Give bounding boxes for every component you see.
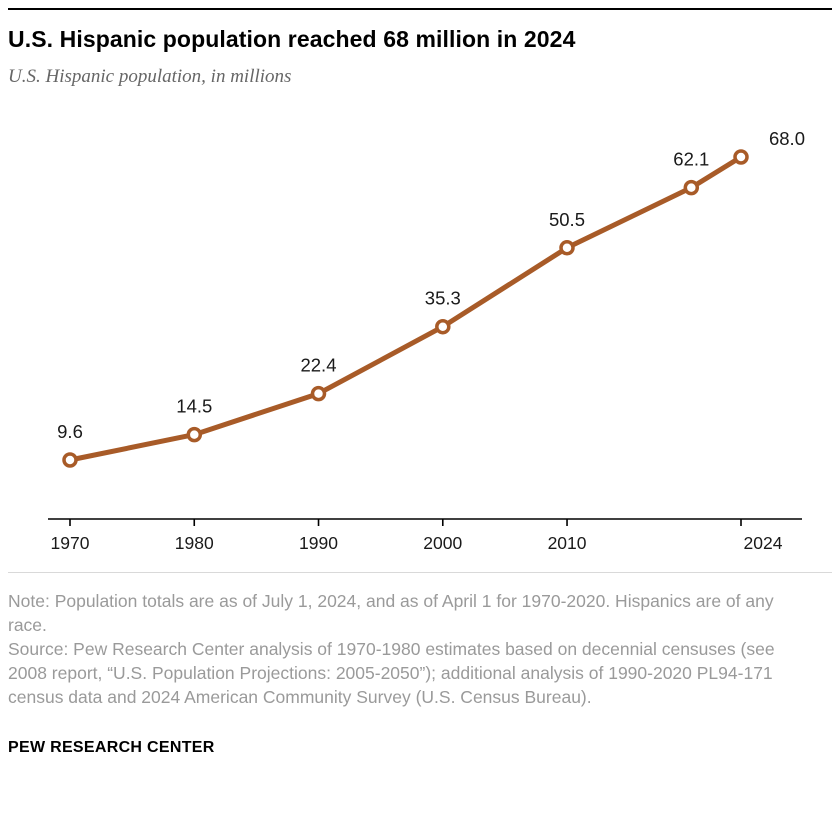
data-point-2010 [559, 239, 575, 256]
x-axis-tick-label: 2000 [423, 533, 462, 553]
data-point-1990 [310, 385, 327, 401]
source-text: Source: Pew Research Center analysis of … [8, 638, 775, 707]
population-trend-chart: 1970 1980 1990 2000 2010 2024 9.6 14.5 22.4 35.3 5… [48, 128, 805, 553]
top-rule [8, 8, 832, 10]
data-point-label: 9.6 [57, 421, 83, 442]
data-point-label: 68.0 [769, 128, 805, 149]
x-axis-tick-label: 1980 [175, 533, 214, 553]
data-point-label: 22.4 [300, 354, 336, 375]
notes-divider [8, 571, 832, 573]
x-axis-tick-label: 2024 [744, 533, 783, 553]
data-point-1980 [186, 426, 203, 442]
data-point-label: 14.5 [176, 395, 212, 416]
notes-block: Note: Population totals are as of July 1… [8, 589, 814, 709]
data-point-1970 [62, 451, 78, 468]
x-axis-tick-label: 2010 [548, 533, 587, 553]
data-point-label: 35.3 [425, 287, 461, 308]
footer-brand: PEW RESEARCH CENTER [8, 738, 215, 756]
page-title: U.S. Hispanic population reached 68 mill… [8, 26, 576, 52]
data-point-label: 62.1 [673, 148, 709, 169]
trend-line [67, 154, 744, 463]
data-point-2024 [733, 148, 749, 165]
x-axis-tick-label: 1990 [299, 533, 338, 553]
data-point-label: 50.5 [549, 208, 585, 229]
data-point-2000 [435, 318, 451, 335]
x-axis-tick-label: 1970 [51, 533, 90, 553]
note-text: Note: Population totals are as of July 1… [8, 590, 774, 635]
chart-subtitle: U.S. Hispanic population, in millions [8, 65, 292, 87]
data-point-2020 [683, 179, 700, 195]
